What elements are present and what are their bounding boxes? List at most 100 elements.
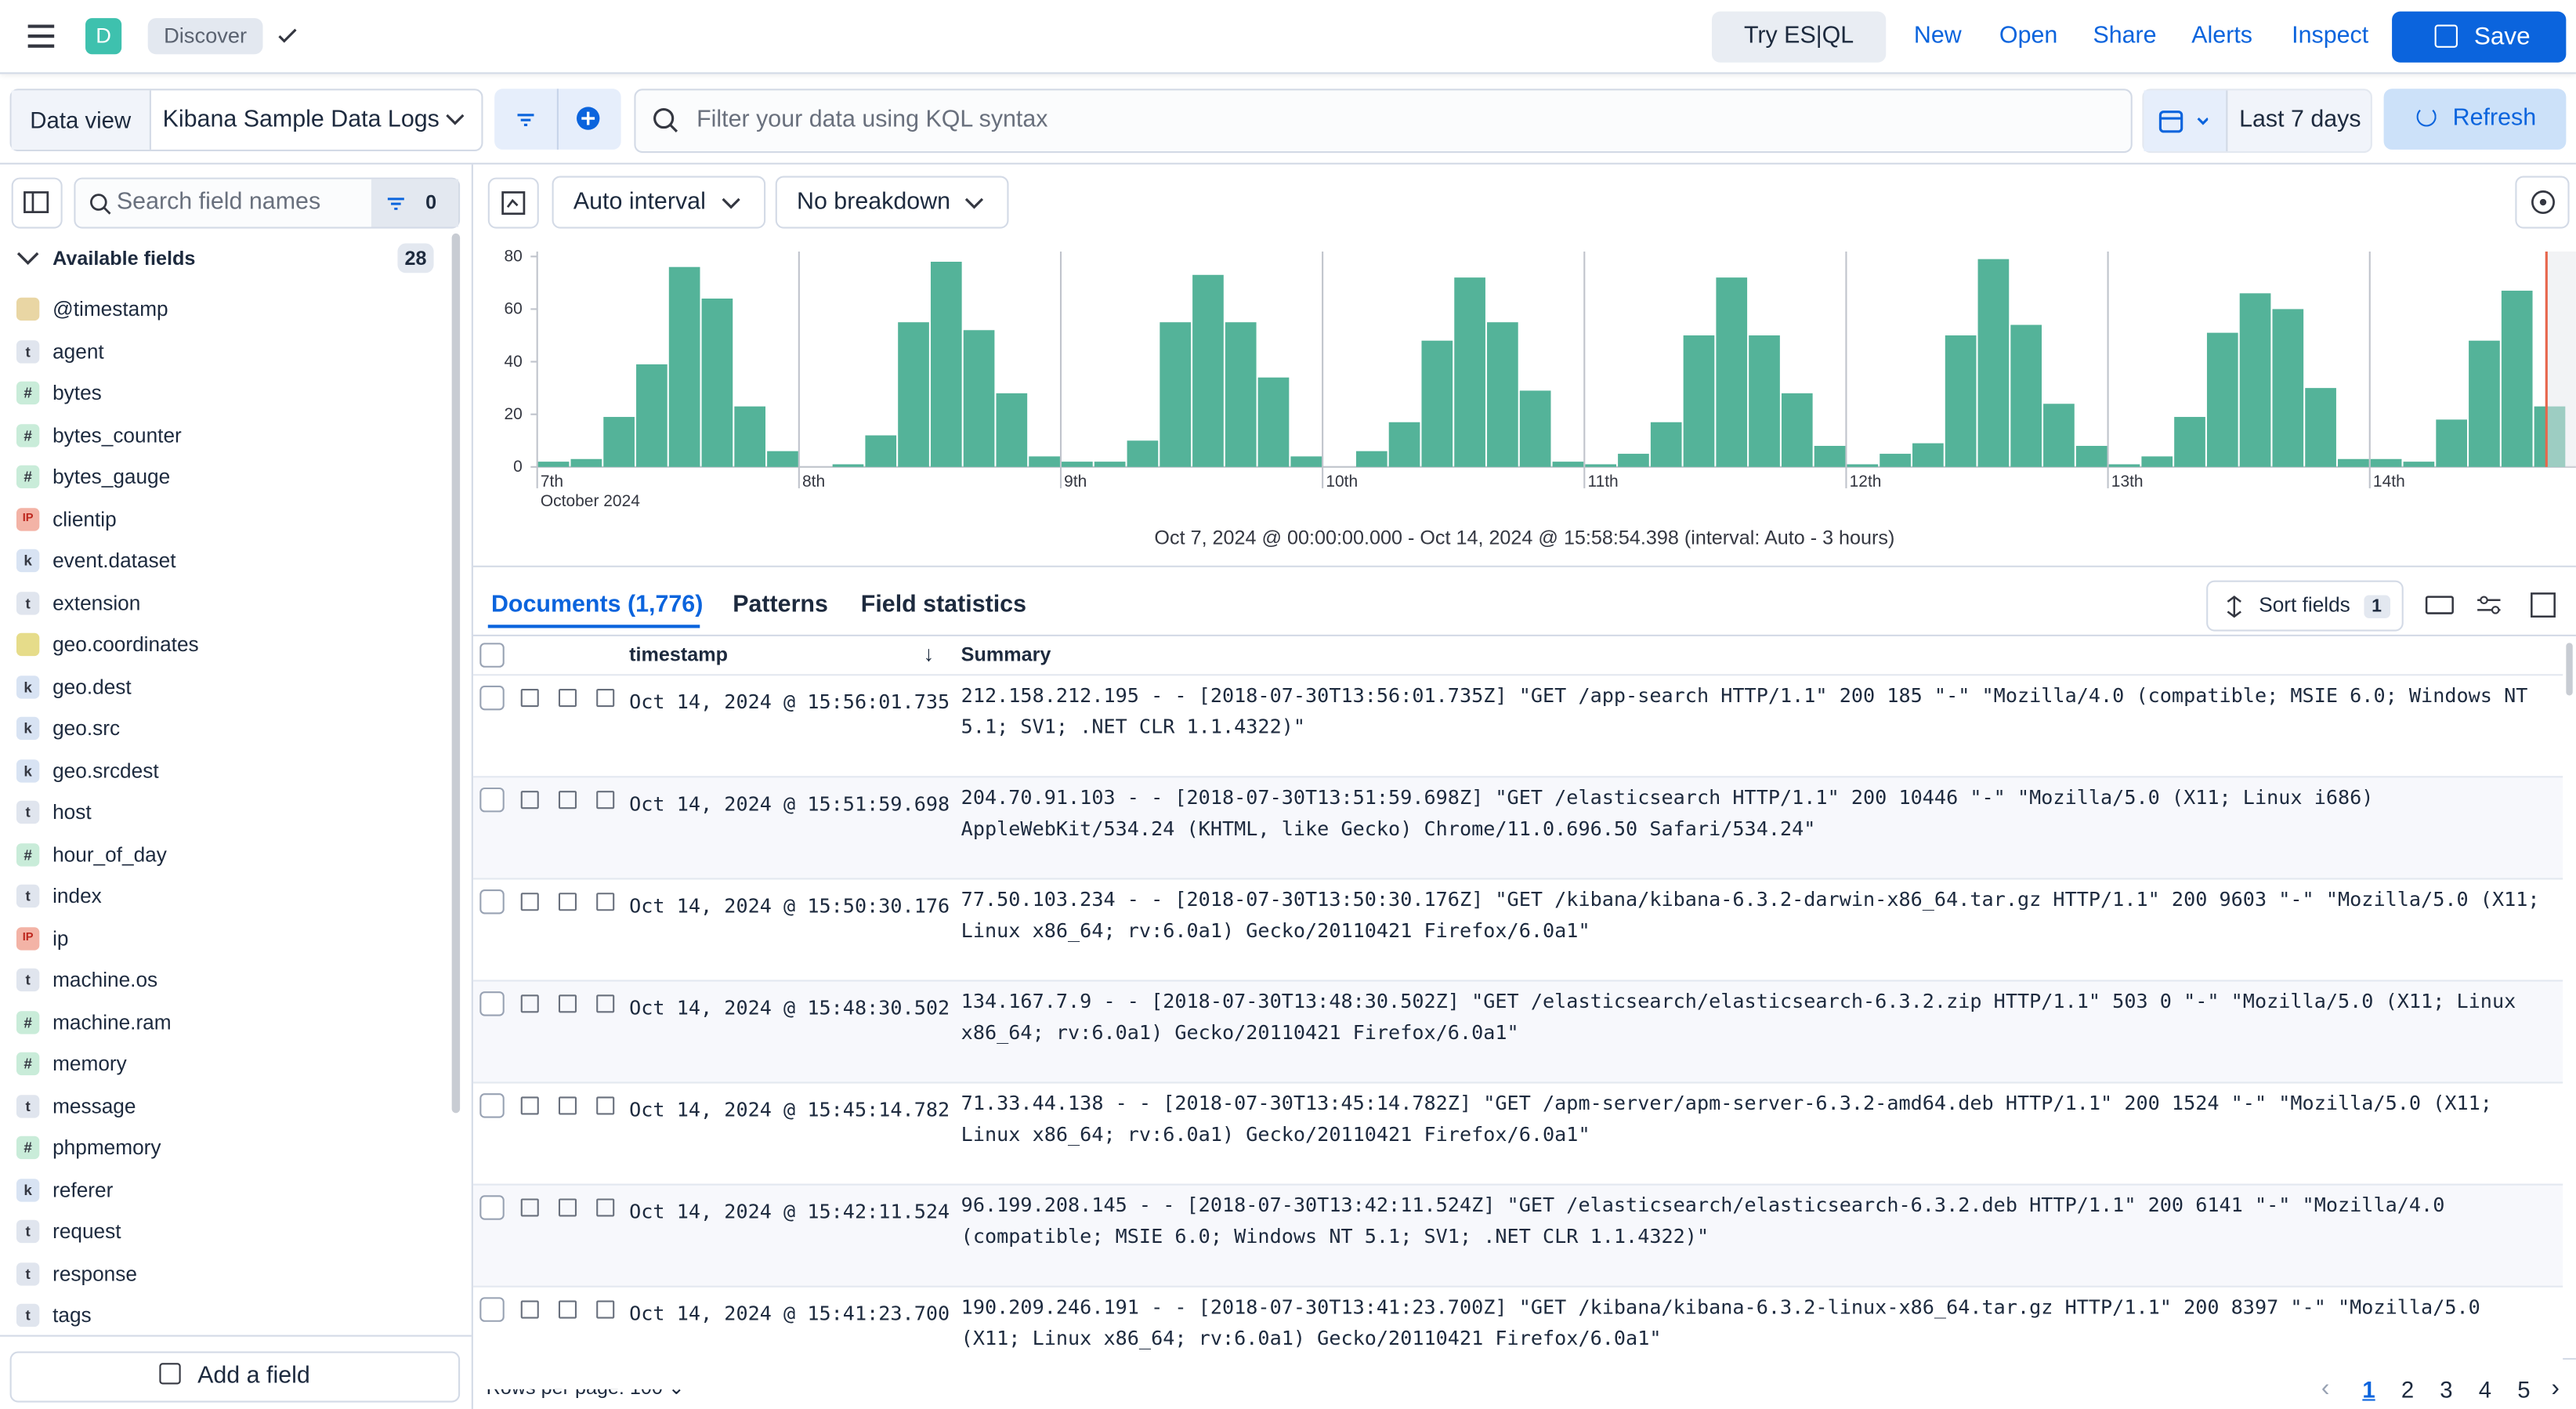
page-link[interactable]: 3	[2440, 1376, 2453, 1403]
field-name[interactable]: geo.srcdest	[52, 759, 159, 782]
column-header[interactable]: timestamp	[629, 643, 728, 666]
select-all-checkbox[interactable]	[479, 643, 505, 668]
expand-icon[interactable]	[520, 791, 539, 810]
row-doc-icon[interactable]	[596, 1198, 615, 1217]
field-name[interactable]: geo.dest	[52, 675, 132, 698]
space-avatar[interactable]: D	[85, 18, 122, 55]
header-link[interactable]: Open	[1999, 23, 2058, 49]
field-name[interactable]: tags	[52, 1303, 92, 1328]
field-name[interactable]: memory	[52, 1052, 127, 1076]
data-view-picker[interactable]: Data view Kibana Sample Data Logs	[9, 89, 483, 152]
sort-arrow[interactable]: ↓	[923, 641, 935, 666]
field-name[interactable]: message	[52, 1094, 136, 1117]
row-doc-icon[interactable]	[596, 893, 615, 911]
esql-button[interactable]: Try ES|QL	[1711, 11, 1887, 63]
field-name[interactable]: geo.coordinates	[52, 632, 199, 657]
field-name[interactable]: agent	[52, 339, 104, 363]
row-doc-icon[interactable]	[596, 994, 615, 1013]
row-action-icon[interactable]	[558, 893, 577, 911]
sort-fields-button[interactable]: Sort fields 1	[2206, 580, 2404, 632]
page-link[interactable]: 2	[2401, 1376, 2415, 1403]
menu-icon[interactable]	[27, 23, 56, 49]
row-checkbox[interactable]	[479, 787, 505, 813]
add-filter-icon[interactable]	[575, 105, 602, 132]
header-link[interactable]: Inspect	[2292, 23, 2369, 49]
field-name[interactable]: hour_of_day	[52, 842, 167, 866]
chart-icon	[501, 191, 526, 216]
field-name[interactable]: bytes	[52, 381, 102, 405]
field-filter[interactable]: 0	[371, 179, 459, 227]
field-name[interactable]: machine.ram	[52, 1010, 172, 1034]
expand-icon[interactable]	[520, 893, 539, 911]
date-picker[interactable]: Last 7 days	[2142, 89, 2372, 154]
filter-buttons[interactable]	[494, 89, 621, 150]
chart-options[interactable]	[2515, 176, 2570, 229]
row-doc-icon[interactable]	[596, 791, 615, 810]
tab[interactable]: Patterns	[733, 592, 828, 618]
prev-page[interactable]: ‹	[2321, 1374, 2330, 1403]
field-name[interactable]: request	[52, 1219, 121, 1244]
field-name[interactable]: event.dataset	[52, 549, 176, 573]
grid-toolbar-icons[interactable]	[2415, 584, 2571, 627]
header-link[interactable]: Alerts	[2191, 23, 2253, 49]
scrollbar[interactable]	[451, 233, 461, 1114]
expand-icon[interactable]	[520, 1198, 539, 1217]
row-action-icon[interactable]	[558, 1198, 577, 1217]
quick-menu[interactable]	[2144, 90, 2228, 152]
filter-icon[interactable]	[514, 108, 537, 131]
page-link[interactable]: 5	[2517, 1376, 2531, 1403]
field-name[interactable]: host	[52, 800, 92, 824]
refresh-button[interactable]: Refresh	[2383, 89, 2567, 150]
field-name[interactable]: referer	[52, 1178, 114, 1201]
table-scrollbar[interactable]	[2566, 643, 2573, 696]
field-name[interactable]: phpmemory	[52, 1136, 161, 1160]
field-name[interactable]: @timestamp	[52, 297, 168, 321]
row-doc-icon[interactable]	[596, 1300, 615, 1319]
row-checkbox[interactable]	[479, 1093, 505, 1118]
breakdown-select[interactable]: No breakdown	[775, 176, 1009, 229]
field-name[interactable]: bytes_gauge	[52, 465, 171, 489]
field-name[interactable]: geo.src	[52, 716, 121, 741]
field-name[interactable]: response	[52, 1262, 137, 1285]
add-field-button[interactable]: Add a field	[9, 1351, 461, 1403]
header-link[interactable]: New	[1913, 23, 1962, 49]
field-name[interactable]: bytes_counter	[52, 423, 182, 447]
expand-icon[interactable]	[520, 994, 539, 1013]
page-link[interactable]: 1	[2362, 1376, 2375, 1403]
row-action-icon[interactable]	[558, 1300, 577, 1319]
field-name[interactable]: machine.os	[52, 968, 158, 992]
chart-toggle[interactable]	[487, 177, 539, 229]
row-action-icon[interactable]	[558, 1096, 577, 1115]
next-page[interactable]: ›	[2551, 1374, 2560, 1403]
row-checkbox[interactable]	[479, 889, 505, 915]
field-name[interactable]: ip	[52, 926, 69, 950]
row-action-icon[interactable]	[558, 689, 577, 708]
section-chevron[interactable]	[16, 248, 39, 268]
save-button[interactable]: Save	[2392, 11, 2567, 63]
expand-icon[interactable]	[520, 1096, 539, 1115]
collapse-button[interactable]	[11, 177, 63, 229]
column-header[interactable]: Summary	[961, 643, 1051, 666]
interval-select[interactable]: Auto interval	[552, 176, 766, 229]
page-link[interactable]: 4	[2478, 1376, 2492, 1403]
tab[interactable]: Documents (1,776)	[490, 592, 704, 618]
header-link[interactable]: Share	[2093, 23, 2157, 49]
tab[interactable]: Field statistics	[860, 592, 1027, 618]
row-checkbox[interactable]	[479, 991, 505, 1016]
expand-icon[interactable]	[520, 689, 539, 708]
field-name[interactable]: index	[52, 884, 102, 908]
row-action-icon[interactable]	[558, 994, 577, 1013]
x-tick-label: 7th	[541, 473, 563, 491]
row-checkbox[interactable]	[479, 1297, 505, 1322]
field-search[interactable]: Search field names 0	[74, 177, 461, 229]
row-doc-icon[interactable]	[596, 1096, 615, 1115]
expand-icon[interactable]	[520, 1300, 539, 1319]
row-action-icon[interactable]	[558, 791, 577, 810]
kql-search[interactable]: Filter your data using KQL syntax	[634, 89, 2133, 154]
breadcrumb[interactable]: Discover	[147, 18, 263, 55]
row-checkbox[interactable]	[479, 1195, 505, 1220]
field-name[interactable]: extension	[52, 591, 141, 614]
row-checkbox[interactable]	[479, 685, 505, 711]
row-doc-icon[interactable]	[596, 689, 615, 708]
field-name[interactable]: clientip	[52, 507, 117, 531]
